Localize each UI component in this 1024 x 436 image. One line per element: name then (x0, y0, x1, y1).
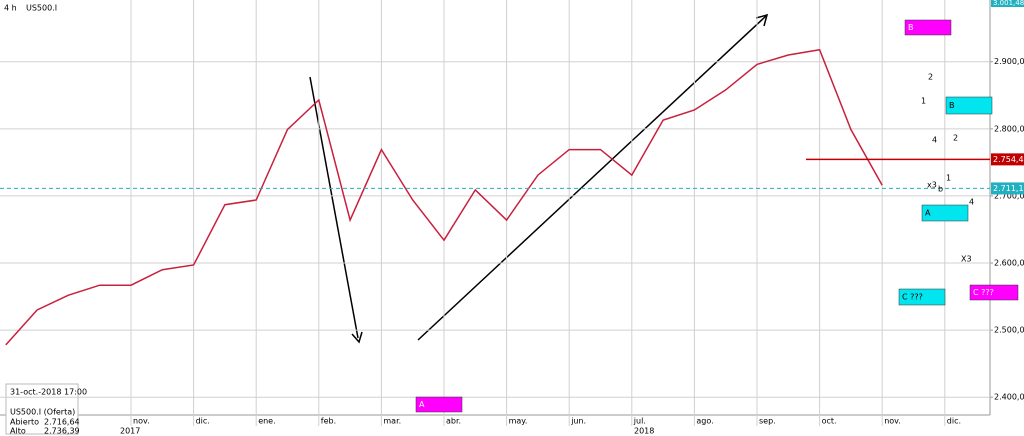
info-label: Abierto (10, 418, 39, 427)
wave-label: 4 (932, 136, 937, 145)
wave-label: 2 (928, 73, 933, 82)
x-tick-label: dic. (947, 417, 961, 426)
info-value: 2.736,39 (44, 427, 80, 436)
y-tick-label: 2.800,00 (994, 124, 1024, 133)
annotation-box (415, 396, 463, 413)
annotation-box (969, 284, 1019, 301)
x-tick-label: oct. (822, 417, 837, 426)
y-tick-label: 2.600,00 (994, 259, 1024, 268)
annotation-label: A (925, 209, 931, 218)
wave-label: 2 (953, 134, 958, 143)
info-instrument: US500.I (Oferta) (10, 408, 75, 417)
wave-label: b (938, 185, 943, 194)
price-line (5, 48, 883, 346)
level-label-bg (991, 182, 1024, 195)
y-tick-label: 2.900,00 (994, 57, 1024, 66)
annotation-box (898, 288, 946, 306)
x-tick-label: ago. (696, 417, 713, 426)
x-tick-label: ene. (258, 417, 275, 426)
info-datetime: 31-oct.-2018 17:00 (10, 388, 87, 397)
x-tick-label: jul. (633, 417, 646, 426)
arrow-head (755, 13, 769, 27)
year-label: 2018 (634, 427, 654, 436)
x-tick-label: nov. (133, 417, 150, 426)
annotation-box (904, 19, 952, 36)
info-label: Alto (10, 427, 26, 436)
y-tick-label: 2.700,00 (994, 191, 1024, 200)
x-tick-label: abr. (446, 417, 461, 426)
info-box (5, 383, 79, 435)
wave-label: X3 (961, 255, 972, 264)
y-tick-label: 2.400,00 (994, 393, 1024, 402)
year-label: 2017 (120, 427, 140, 436)
x-tick-label: may. (509, 417, 528, 426)
x-tick-label: mar. (383, 417, 401, 426)
annotation-label: C ??? (973, 288, 994, 297)
timeframe: 4 h (4, 4, 17, 13)
annotation-label: B (949, 101, 955, 110)
annotation-label: B (908, 23, 914, 32)
top-price-bg (991, 0, 1024, 7)
wave-label: x3 (927, 181, 937, 190)
level-label-bg (991, 153, 1024, 166)
wave-label: 4 (969, 198, 974, 207)
trend-arrow (417, 15, 767, 341)
top-price-label: 3.001,48 (993, 0, 1024, 7)
annotation-box (945, 96, 993, 115)
wave-label: 1 (946, 174, 951, 183)
y-tick-label: 2.500,00 (994, 326, 1024, 335)
symbol: US500.I (26, 4, 57, 13)
annotation-box (921, 204, 969, 222)
info-value: 2.716,64 (44, 418, 80, 427)
x-tick-label: nov. (884, 417, 901, 426)
trend-arrow (309, 76, 359, 339)
x-tick-label: jun. (570, 417, 586, 426)
annotation-label: A (419, 400, 425, 409)
annotation-label: C ??? (902, 293, 923, 302)
x-tick-label: feb. (321, 417, 336, 426)
level-label: 2.754,47 (993, 155, 1024, 164)
x-tick-label: dic. (196, 417, 210, 426)
wave-label: 1 (921, 97, 926, 106)
level-label: 2.711,17 (993, 184, 1024, 193)
x-tick-label: sep. (759, 417, 776, 426)
arrow-head (351, 331, 363, 344)
